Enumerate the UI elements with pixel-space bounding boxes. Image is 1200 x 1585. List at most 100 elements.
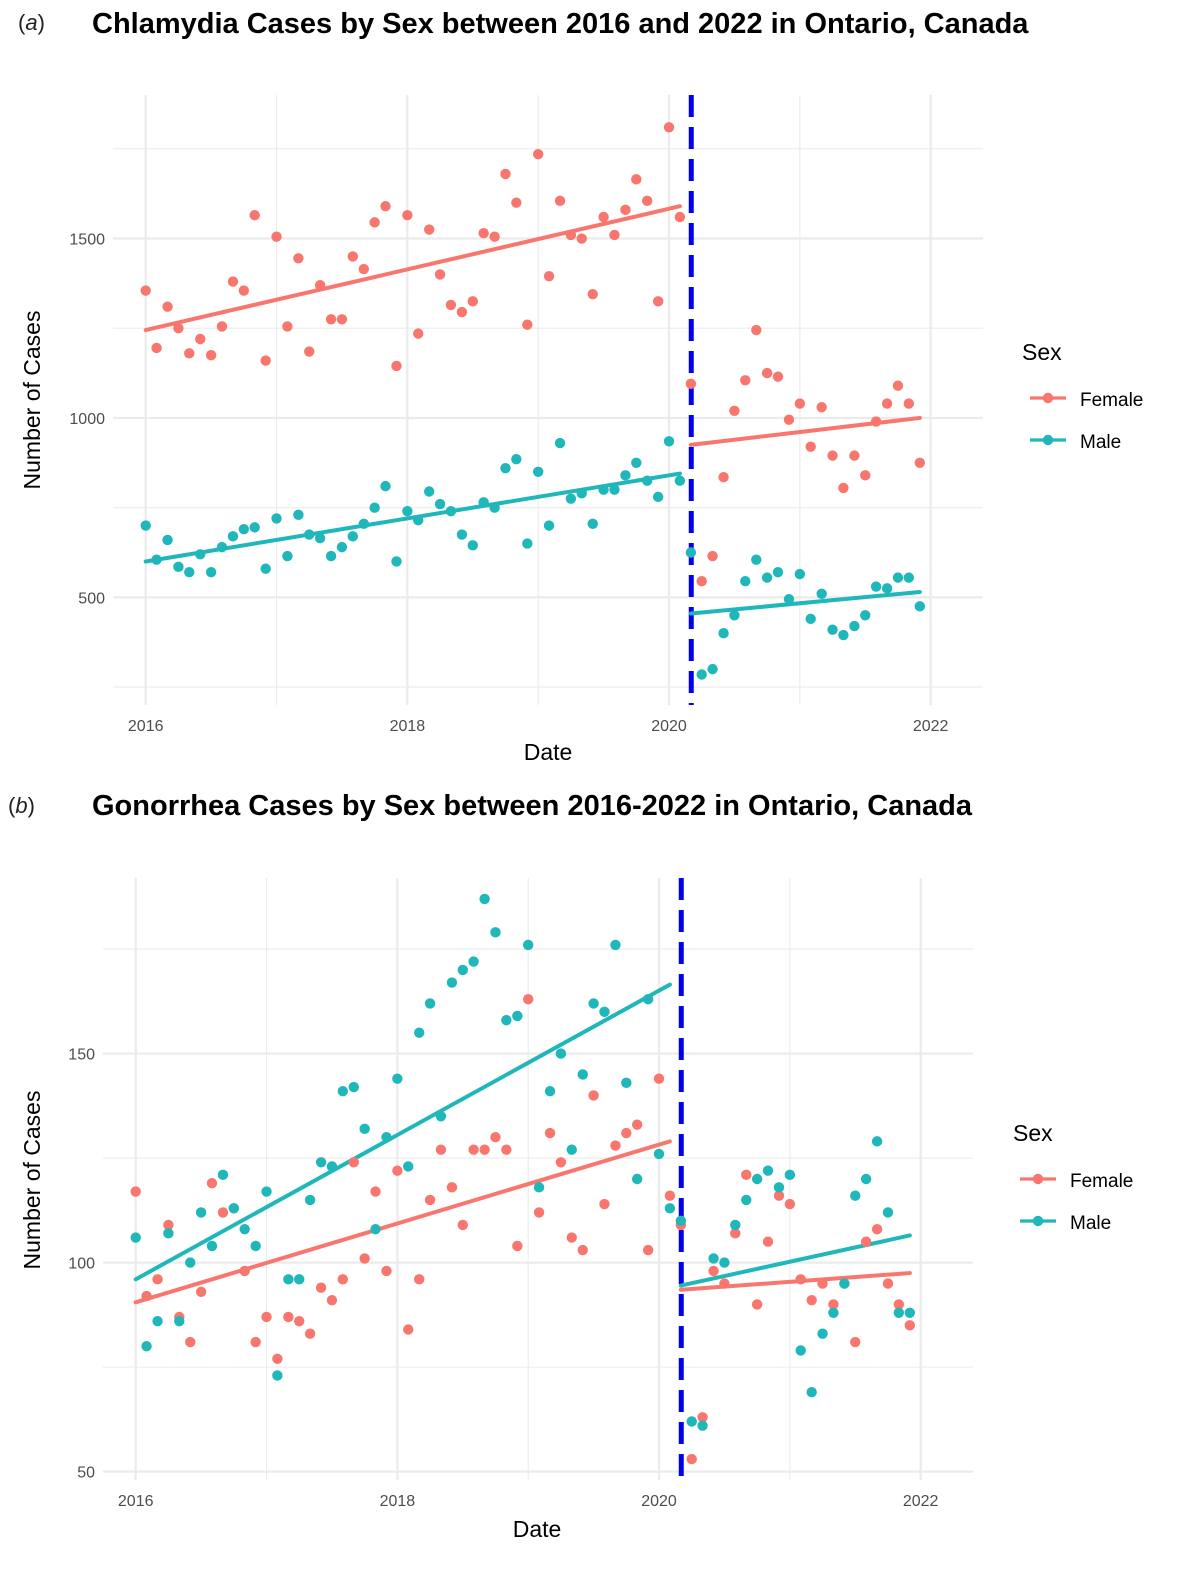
male-point [272,1370,283,1381]
male-point [751,1173,763,1185]
male-point [489,502,500,513]
male-point [816,588,827,599]
female-point [522,319,533,330]
female-point [577,1244,588,1256]
male-point [359,1123,370,1135]
male-point [282,550,293,562]
male-point [370,1223,381,1235]
male-point [304,529,315,540]
male-point [174,1315,185,1327]
female-point [293,253,304,264]
male-trend-pre-line [133,982,672,1282]
female-point [162,301,173,312]
male-point [271,513,282,524]
female-point [522,994,534,1005]
male-point [576,488,587,499]
male-point [882,1207,894,1218]
male-point [501,1014,512,1026]
male-point [871,1136,883,1147]
female-point [478,227,489,239]
male-point [173,561,184,573]
female-point [456,306,468,318]
panel-a-x-axis-label: Date [524,739,573,765]
female-point [641,195,653,207]
male-point [839,1278,850,1289]
female-point [347,251,359,262]
female-point [151,342,162,354]
panel-a-y-axis-label: Number of Cases [19,311,45,490]
male-trend-post-line [688,589,922,616]
female-point [424,224,435,235]
female-point [173,323,184,334]
x-tick-label: 2016 [118,1493,154,1510]
male-trend-pre-line [143,471,682,564]
female-point [402,210,413,221]
male-point [467,540,478,551]
female-trend-pre-line [143,204,682,333]
female-point [283,1311,294,1323]
male-point [740,576,751,587]
male-point [478,497,489,508]
male-point [718,628,729,639]
male-point [457,964,468,976]
female-point [435,1144,447,1155]
female-point [784,1198,796,1210]
female-point [554,195,566,207]
panel-b-legend-male-swatch-dot [1032,1215,1044,1227]
male-point [642,994,654,1005]
female-trend-pre-line [133,1139,672,1305]
panel-a-x-tick-labels: 2016 2018 2020 2022 [128,718,949,735]
y-tick-label: 50 [77,1465,95,1482]
male-point [424,998,436,1009]
male-point [260,563,271,574]
male-point [227,531,239,542]
panel-b-legend-title: Sex [1013,1120,1053,1146]
male-point [620,470,631,481]
male-point [228,1203,240,1214]
male-point [140,520,151,531]
male-point [729,610,740,621]
female-point [261,1311,272,1323]
panel-a-tag: (a) [18,10,45,35]
female-point [555,1157,567,1168]
female-point [359,1253,370,1264]
female-point [369,217,380,228]
female-point [489,231,500,242]
female-point [501,1144,512,1155]
male-point [588,998,599,1009]
female-point [250,1336,261,1348]
male-point [238,523,250,535]
female-point [686,1453,697,1465]
male-point [217,1169,229,1181]
female-point [533,1207,545,1218]
female-point [370,1186,381,1197]
female-point [271,231,282,242]
female-point [392,1165,403,1176]
male-point [479,893,490,905]
male-point [554,437,566,449]
female-point [260,355,271,366]
female-point [304,1328,316,1339]
female-trend-post-line [678,1271,912,1292]
male-point [696,669,707,680]
female-point [566,1232,577,1243]
male-point [533,1182,545,1193]
male-point [653,1148,665,1160]
panel-a-trendlines [143,204,922,616]
female-point [272,1353,283,1364]
male-point [435,1111,447,1122]
panel-a-legend-female-label: Female [1080,390,1143,411]
panel-a-legend-item-female: Female [1030,390,1143,411]
male-point [686,1416,697,1427]
female-point [239,1265,250,1277]
male-point [762,1165,774,1176]
female-point [391,360,402,372]
male-point [674,475,686,486]
female-point [696,576,707,587]
male-point [315,1157,327,1168]
female-point [336,314,348,325]
x-tick-label: 2022 [903,1493,939,1510]
male-point [870,581,882,592]
male-point [325,550,337,562]
male-point [730,1219,741,1231]
